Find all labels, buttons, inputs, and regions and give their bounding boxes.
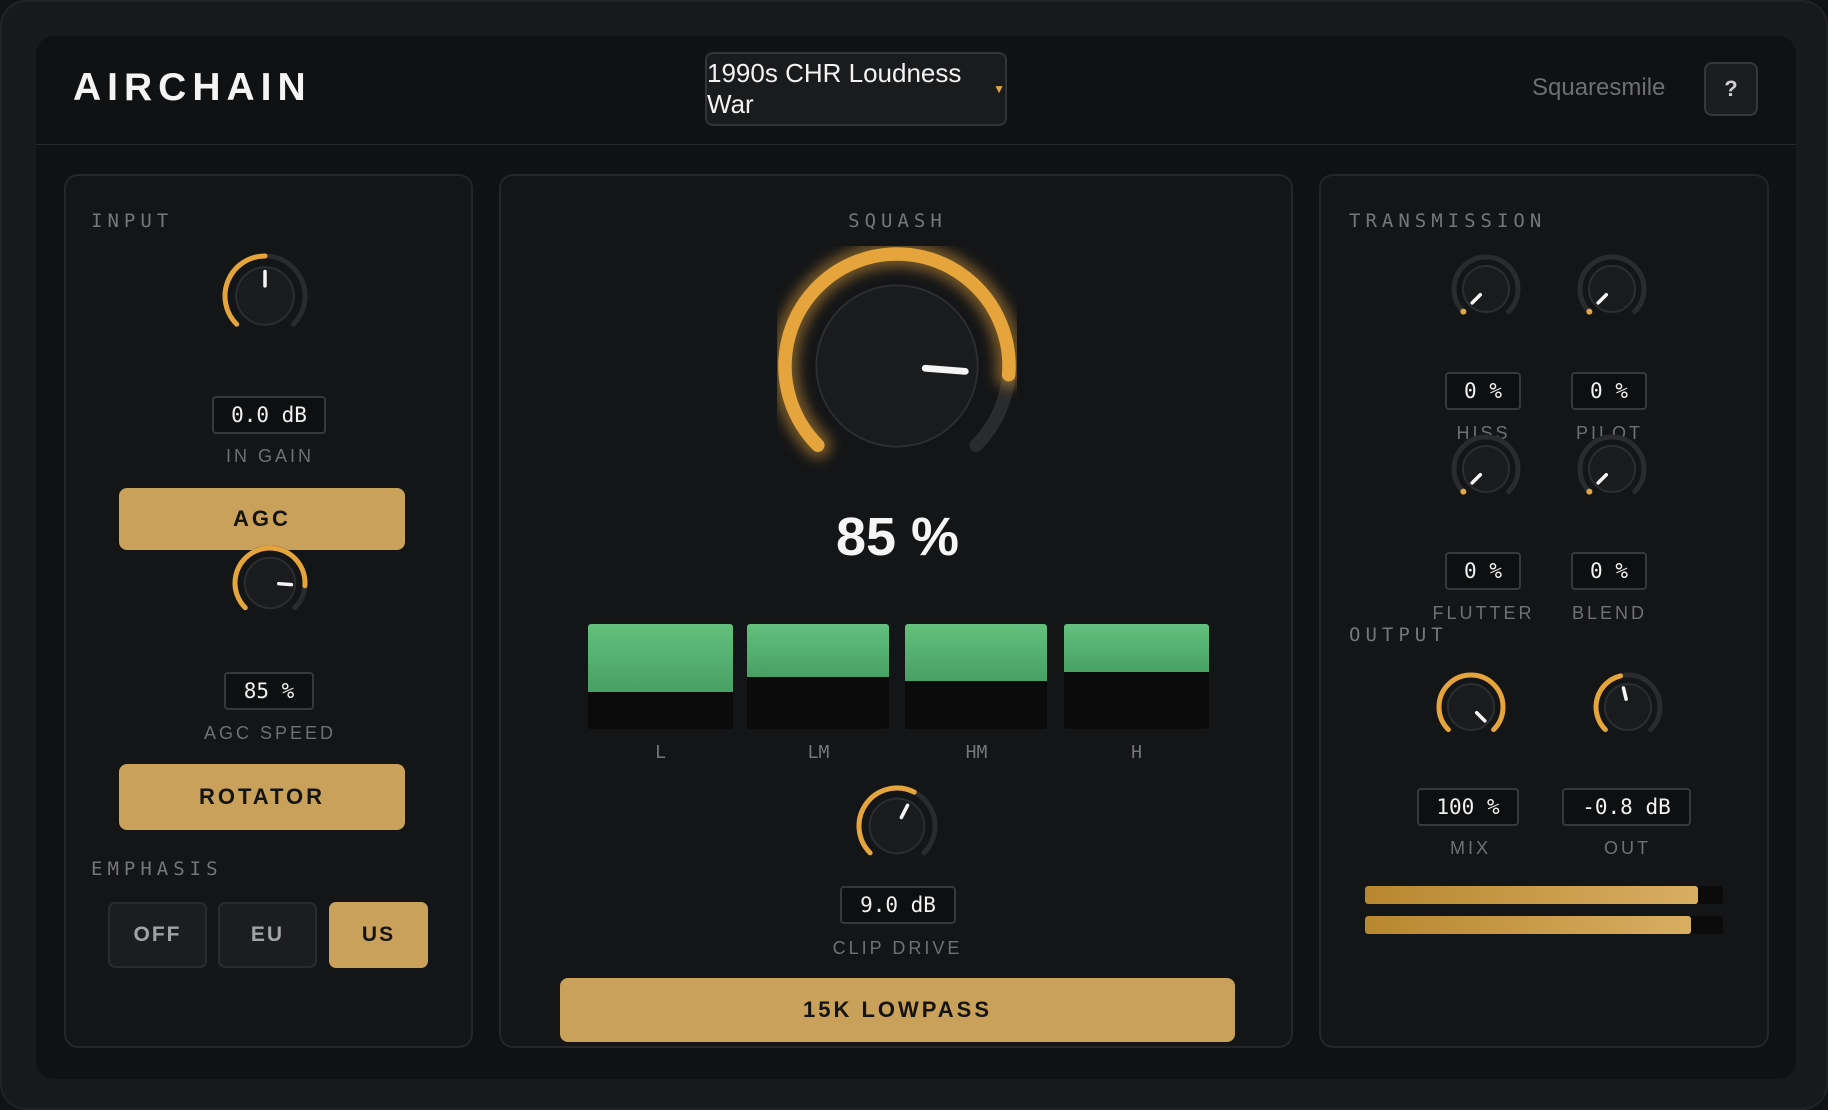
out-value[interactable]: -0.8 dB	[1562, 788, 1691, 826]
clip-drive-label: CLIP DRIVE	[832, 938, 963, 958]
squash-knob[interactable]	[777, 246, 1017, 486]
in-gain-knob[interactable]	[210, 241, 320, 351]
band-label-l: L	[655, 742, 666, 763]
band-meter-l	[588, 624, 733, 729]
mix-value[interactable]: 100 %	[1417, 788, 1519, 826]
output-meter-right	[1365, 916, 1723, 934]
flutter-value[interactable]: 0 %	[1445, 552, 1521, 590]
blend-knob[interactable]	[1567, 424, 1657, 514]
agc-button[interactable]: AGC	[119, 488, 405, 550]
agc-speed-label: AGC SPEED	[203, 723, 337, 743]
band-label-lm: LM	[807, 742, 830, 763]
agc-speed-value[interactable]: 85 %	[224, 672, 314, 710]
agc-speed-knob[interactable]	[220, 533, 320, 633]
app-logo: AIRCHAIN	[73, 66, 312, 109]
help-button[interactable]: ?	[1704, 62, 1758, 116]
hiss-knob[interactable]	[1441, 244, 1531, 334]
band-label-h: H	[1131, 742, 1142, 763]
pilot-knob[interactable]	[1567, 244, 1657, 334]
transmission-panel: TRANSMISSION 0 % HISS 0 % PILOT 0 % FLUT…	[1319, 174, 1769, 1048]
plugin-main: AIRCHAIN 1990s CHR Loudness War ▼ Square…	[36, 36, 1796, 1079]
emphasis-us-button[interactable]: US	[329, 902, 428, 968]
clip-drive-knob[interactable]	[847, 776, 947, 876]
in-gain-value[interactable]: 0.0 dB	[212, 396, 326, 434]
band-label-hm: HM	[965, 742, 988, 763]
chevron-down-icon: ▼	[993, 82, 1005, 96]
clip-drive-value[interactable]: 9.0 dB	[840, 886, 956, 924]
flutter-knob[interactable]	[1441, 424, 1531, 514]
emphasis-section-title: EMPHASIS	[91, 858, 223, 880]
preset-name: 1990s CHR Loudness War	[707, 58, 962, 119]
output-meter-left	[1365, 886, 1723, 904]
mix-label: MIX	[1449, 838, 1491, 858]
lowpass-button[interactable]: 15K LOWPASS	[560, 978, 1235, 1042]
header: AIRCHAIN 1990s CHR Loudness War ▼ Square…	[36, 36, 1796, 145]
squash-panel: SQUASH 85 % L LM HM H 9.0 dB CLIP DRIVE …	[499, 174, 1293, 1048]
preset-select[interactable]: 1990s CHR Loudness War ▼	[705, 52, 1007, 126]
transmission-section-title: TRANSMISSION	[1349, 210, 1547, 232]
hiss-value[interactable]: 0 %	[1445, 372, 1521, 410]
band-meter-h	[1064, 624, 1209, 729]
blend-value[interactable]: 0 %	[1571, 552, 1647, 590]
input-panel: INPUT 0.0 dB IN GAIN AGC 85 % AGC SPEED …	[64, 174, 473, 1048]
out-label: OUT	[1604, 838, 1651, 858]
in-gain-label: IN GAIN	[225, 446, 314, 466]
emphasis-eu-button[interactable]: EU	[218, 902, 317, 968]
out-knob[interactable]	[1583, 662, 1673, 752]
squash-section-title: SQUASH	[848, 210, 947, 232]
squash-value: 85 %	[835, 507, 960, 567]
rotator-button[interactable]: ROTATOR	[119, 764, 405, 830]
band-meter-hm	[905, 624, 1047, 729]
output-section-title: OUTPUT	[1349, 624, 1448, 646]
mix-knob[interactable]	[1426, 662, 1516, 752]
emphasis-off-button[interactable]: OFF	[108, 902, 207, 968]
blend-label: BLEND	[1571, 603, 1648, 623]
band-meter-lm	[747, 624, 889, 729]
input-section-title: INPUT	[91, 210, 174, 232]
brand-name: Squaresmile	[1532, 74, 1666, 101]
flutter-label: FLUTTER	[1432, 603, 1535, 623]
pilot-value[interactable]: 0 %	[1571, 372, 1647, 410]
